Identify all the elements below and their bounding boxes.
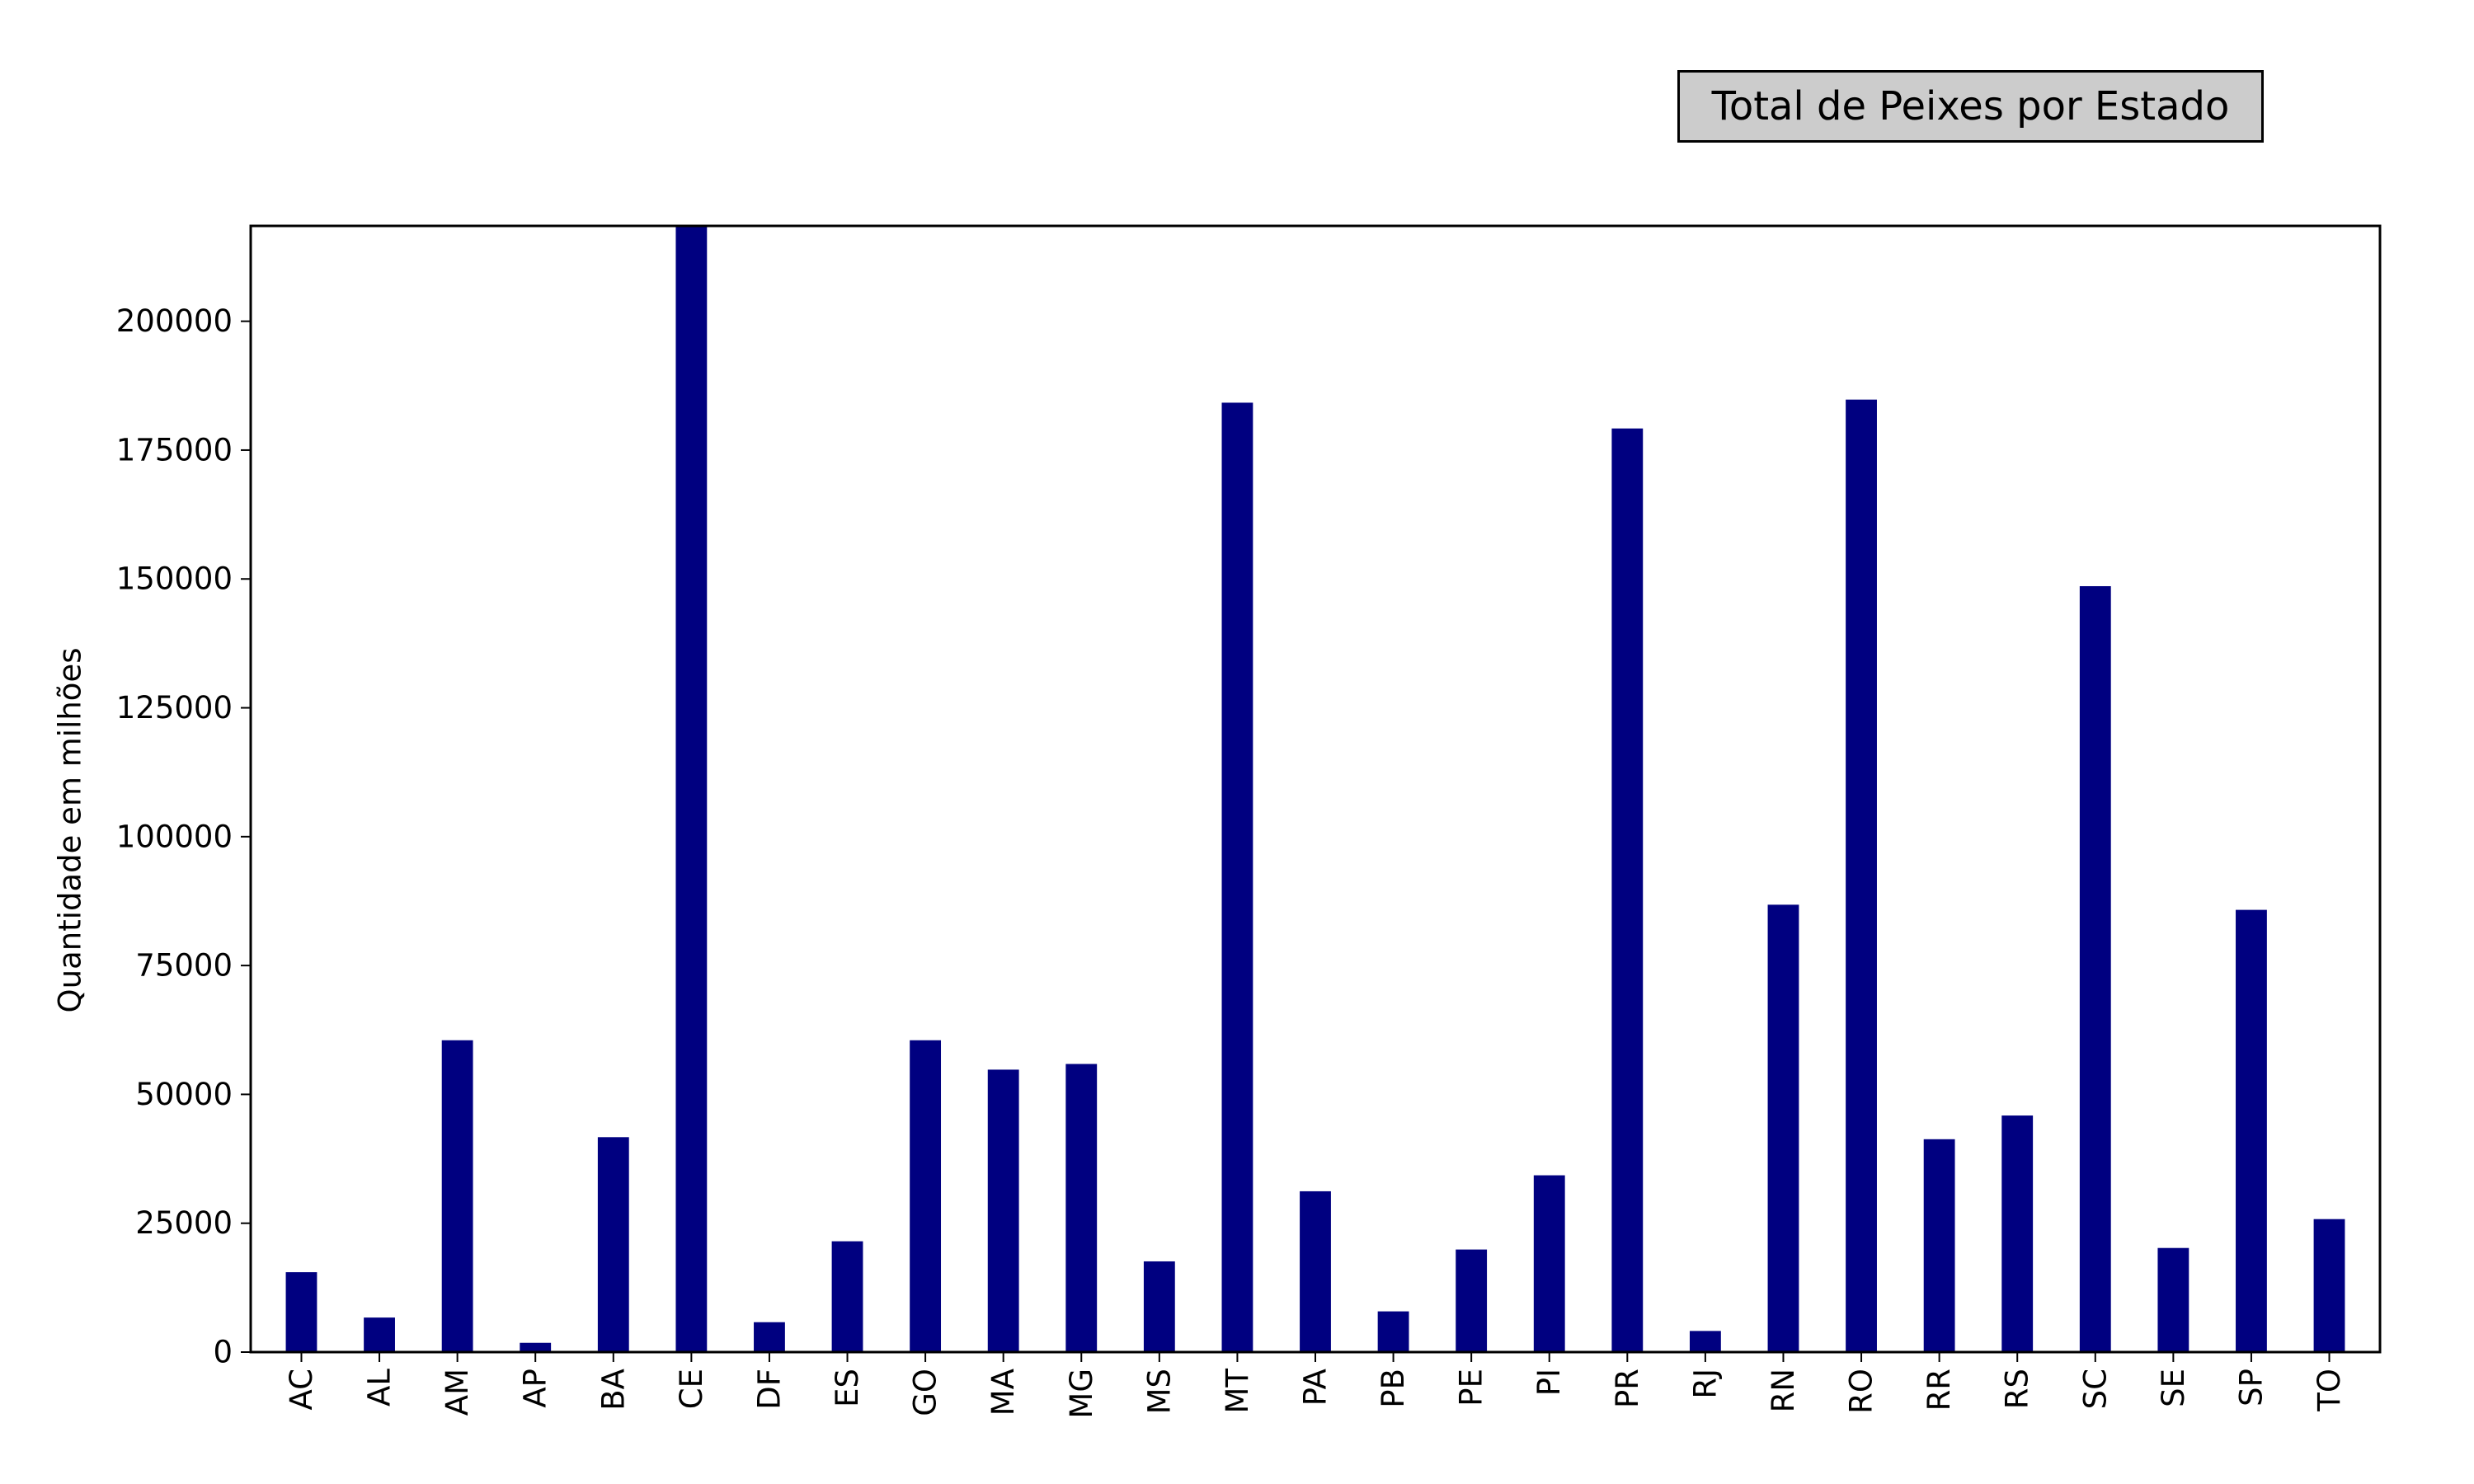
bar-se (2157, 1247, 2189, 1352)
bar-rj (1689, 1331, 1721, 1352)
x-tick-label: MS (1141, 1369, 1177, 1414)
bar-to (2313, 1219, 2345, 1352)
x-tick-label: RJ (1687, 1369, 1723, 1399)
x-tick-label: MG (1064, 1369, 1099, 1419)
x-tick-label: AC (284, 1369, 319, 1411)
bar-df (754, 1322, 785, 1352)
bar-pa (1300, 1190, 1331, 1352)
bar-es (831, 1241, 863, 1352)
bar-al (364, 1317, 395, 1352)
x-tick-label: ES (830, 1369, 865, 1407)
x-tick-label: RR (1921, 1369, 1957, 1411)
x-tick-label: PB (1376, 1369, 1411, 1408)
y-tick-label: 75000 (135, 948, 233, 984)
x-tick-label: PA (1298, 1369, 1333, 1406)
y-tick-label: 25000 (135, 1205, 233, 1241)
bar-ap (520, 1342, 552, 1352)
bar-sc (2079, 585, 2111, 1352)
bar-pe (1456, 1249, 1488, 1352)
x-tick-label: SE (2156, 1369, 2191, 1407)
bar-am (441, 1040, 473, 1352)
y-tick-label: 200000 (116, 303, 233, 339)
x-tick-label: RS (2000, 1369, 2035, 1409)
y-tick-label: 0 (213, 1335, 233, 1370)
y-axis-ticks: 0 25000 50000 75000 100000 125000 150000 175000… (116, 303, 251, 1370)
bar-rn (1767, 904, 1799, 1352)
x-tick-label: DF (751, 1369, 787, 1410)
y-axis-label: Quantidade em milhões (53, 648, 88, 1013)
bar-pr (1611, 428, 1644, 1353)
x-tick-label: GO (908, 1369, 943, 1416)
bar-sp (2236, 909, 2267, 1352)
x-tick-label: PI (1531, 1369, 1567, 1396)
plot-area-frame (249, 224, 2382, 1354)
x-tick-label: CE (674, 1369, 709, 1409)
y-tick-label: 125000 (116, 690, 233, 726)
bar-ce (675, 226, 708, 1352)
x-tick-label: SC (2077, 1369, 2113, 1409)
bar-rr (1923, 1139, 1955, 1352)
x-tick-label: AP (518, 1369, 553, 1408)
bar-ms (1143, 1261, 1175, 1352)
bar-rs (2001, 1115, 2034, 1352)
x-tick-label: MA (985, 1369, 1021, 1416)
bar-series (285, 226, 2345, 1353)
bar-mg (1065, 1064, 1098, 1352)
bar-ba (597, 1137, 629, 1352)
bar-ac (285, 1272, 317, 1352)
bar-mt (1221, 402, 1253, 1353)
x-tick-label: BA (595, 1369, 631, 1411)
x-tick-label: PE (1454, 1369, 1489, 1407)
bar-ma (987, 1069, 1019, 1352)
y-tick-label: 100000 (116, 819, 233, 854)
bar-pi (1533, 1175, 1565, 1352)
bar-go (910, 1040, 942, 1352)
x-axis-ticks: AC AL AM AP BA CE DF ES GO MA MG MS MT PA PB PE PI PR RJ RN… (284, 1352, 2347, 1419)
x-tick-label: TO (2312, 1369, 2347, 1412)
x-tick-label: MT (1220, 1369, 1255, 1414)
y-tick-label: 175000 (116, 432, 233, 467)
x-tick-label: AM (440, 1369, 475, 1416)
chart-title: Total de Peixes por Estado (1677, 70, 2264, 143)
x-tick-label: PR (1610, 1369, 1645, 1408)
x-tick-label: RN (1766, 1369, 1801, 1412)
x-tick-label: RO (1844, 1369, 1879, 1414)
bar-ro (1846, 399, 1877, 1352)
x-tick-label: AL (362, 1369, 397, 1407)
bar-pb (1377, 1311, 1409, 1352)
y-tick-label: 150000 (116, 561, 233, 597)
y-tick-label: 50000 (135, 1077, 233, 1112)
x-tick-label: SP (2233, 1369, 2269, 1407)
